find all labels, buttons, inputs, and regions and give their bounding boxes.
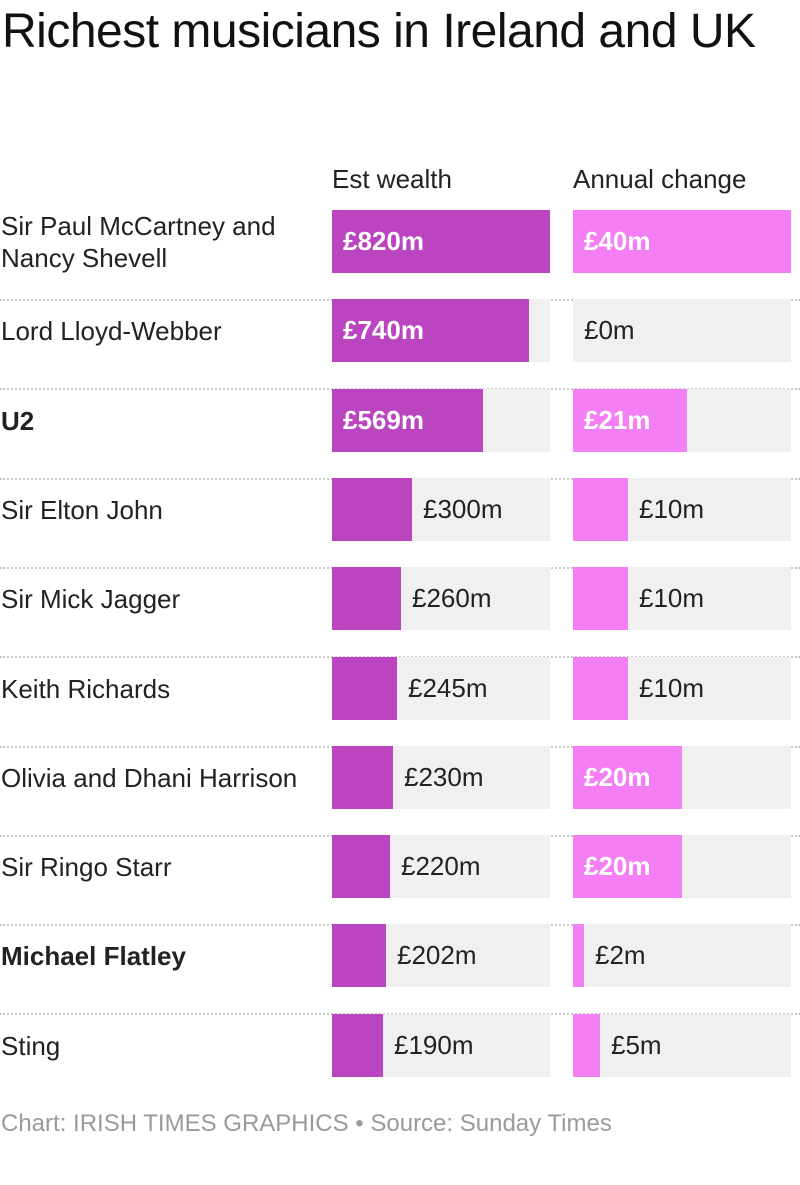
wealth-bar — [332, 477, 412, 541]
wealth-bar — [332, 835, 390, 899]
row-name-label: Sting — [1, 1030, 61, 1061]
wealth-bar-track: £202m — [332, 924, 550, 988]
wealth-bar — [332, 745, 393, 809]
table-row: Olivia and Dhani Harrison £230m £20m — [0, 745, 800, 837]
wealth-value-label: £820m — [343, 226, 424, 256]
change-value-label: £10m — [639, 672, 705, 703]
table-row: Sir Mick Jagger £260m £10m — [0, 567, 800, 659]
wealth-bar-track: £820m — [332, 210, 550, 273]
row-name-label: Sir Paul McCartney and Nancy Shevell — [1, 211, 276, 273]
wealth-bar — [332, 656, 397, 720]
wealth-value-label: £740m — [343, 315, 424, 346]
change-bar-track: £20m — [573, 745, 791, 809]
change-bar-track: £21m — [573, 388, 791, 452]
change-bar-track: £10m — [573, 656, 791, 720]
wealth-bar — [332, 567, 401, 631]
change-value-label: £2m — [595, 940, 646, 971]
change-bar — [573, 1013, 600, 1077]
wealth-bar-track: £245m — [332, 656, 550, 720]
table-row: Lord Lloyd-Webber £740m £0m — [0, 299, 800, 391]
wealth-value-label: £300m — [423, 493, 503, 524]
change-value-label: £0m — [584, 315, 635, 346]
change-bar-track: £0m — [573, 299, 791, 363]
wealth-value-label: £220m — [401, 851, 481, 882]
table-row: Sir Paul McCartney and Nancy Shevell £820… — [0, 210, 800, 301]
wealth-value-label: £569m — [343, 404, 424, 435]
change-value-label: £40m — [584, 226, 651, 256]
row-name-label: Sir Mick Jagger — [1, 584, 181, 615]
wealth-bar-track: £740m — [332, 299, 550, 363]
change-bar — [573, 477, 628, 541]
row-name-label: Keith Richards — [1, 673, 171, 704]
change-bar-track: £20m — [573, 835, 791, 899]
change-value-label: £20m — [584, 851, 651, 882]
row-name-label: Olivia and Dhani Harrison — [1, 762, 298, 793]
change-value-label: £21m — [584, 404, 651, 435]
wealth-value-label: £245m — [408, 672, 488, 703]
table-row: Michael Flatley £202m £2m — [0, 924, 800, 1016]
column-header-est-wealth: Est wealth — [332, 164, 452, 194]
wealth-bar — [332, 1013, 383, 1077]
wealth-bar-track: £230m — [332, 745, 550, 809]
table-row: Sir Ringo Starr £220m £20m — [0, 835, 800, 927]
change-bar-track: £10m — [573, 567, 791, 631]
row-name-label: U2 — [1, 405, 35, 436]
wealth-bar-track: £569m — [332, 388, 550, 452]
table-row: Sir Elton John £300m £10m — [0, 477, 800, 569]
change-bar-track: £2m — [573, 924, 791, 988]
row-name-label: Sir Ringo Starr — [1, 852, 172, 883]
change-bar — [573, 835, 682, 899]
wealth-bar — [332, 299, 529, 363]
column-header-annual-change: Annual change — [573, 164, 747, 194]
change-bar-track: £40m — [573, 210, 791, 273]
wealth-bar-track: £300m — [332, 477, 550, 541]
change-value-label: £20m — [584, 761, 651, 792]
change-value-label: £10m — [639, 583, 705, 614]
wealth-value-label: £202m — [397, 940, 477, 971]
wealth-value-label: £190m — [394, 1029, 474, 1060]
change-bar — [573, 388, 687, 452]
wealth-value-label: £230m — [404, 761, 484, 792]
wealth-bar — [332, 388, 483, 452]
row-name-label: Michael Flatley — [1, 941, 186, 972]
row-name-label: Lord Lloyd-Webber — [1, 316, 222, 347]
change-value-label: £5m — [611, 1029, 662, 1060]
change-bar — [573, 656, 628, 720]
change-bar — [573, 924, 584, 988]
table-row: Sting £190m £5m — [0, 1013, 800, 1103]
change-bar — [573, 210, 791, 273]
wealth-value-label: £260m — [412, 583, 492, 614]
table-row: U2 £569m £21m — [0, 388, 800, 480]
change-bar-track: £5m — [573, 1013, 791, 1077]
change-bar — [573, 745, 682, 809]
wealth-bar-track: £190m — [332, 1013, 550, 1077]
wealth-bar-track: £260m — [332, 567, 550, 631]
table-row: Keith Richards £245m £10m — [0, 656, 800, 748]
chart-source-footer: Chart: IRISH TIMES GRAPHICS • Source: Su… — [1, 1110, 612, 1137]
wealth-bar — [332, 924, 386, 988]
change-bar — [573, 567, 628, 631]
row-name-label: Sir Elton John — [1, 494, 163, 525]
change-value-label: £10m — [639, 493, 705, 524]
wealth-bar-track: £220m — [332, 835, 550, 899]
wealth-bar — [332, 210, 550, 273]
change-bar-track: £10m — [573, 477, 791, 541]
chart-title: Richest musicians in Ireland and UK — [2, 5, 756, 58]
